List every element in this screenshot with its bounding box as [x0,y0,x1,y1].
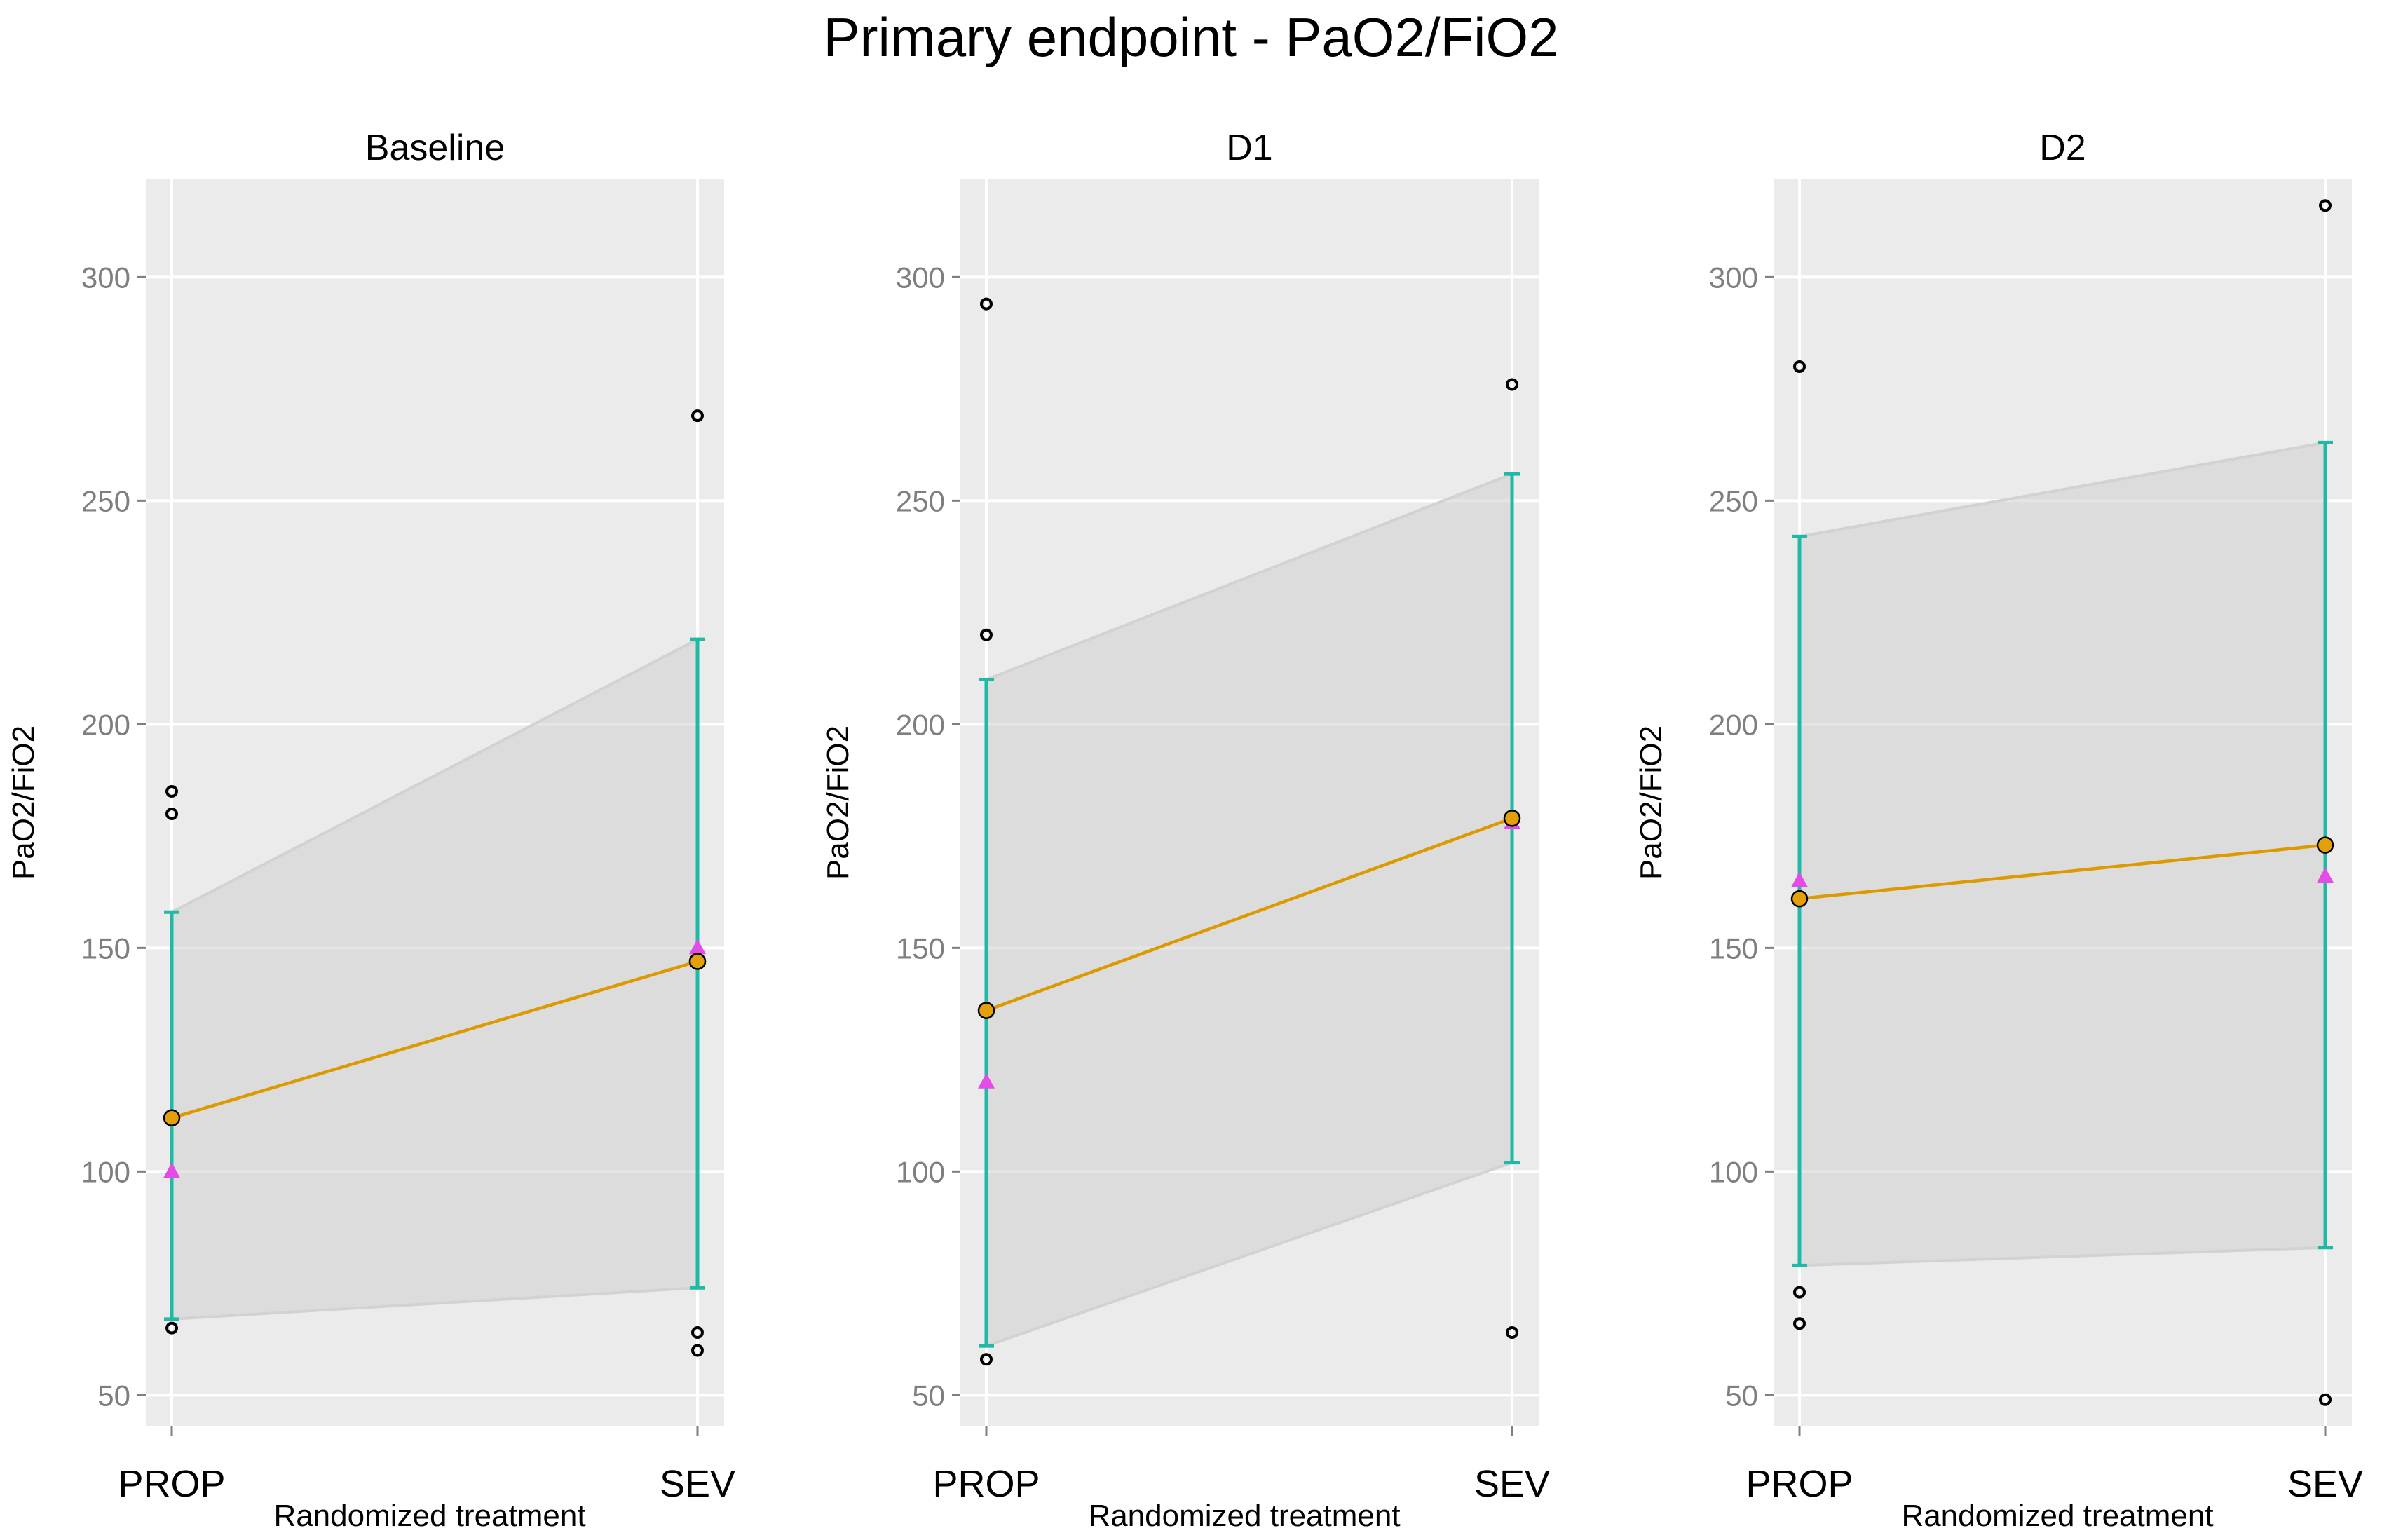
y-tick-label: 100 [896,1155,945,1188]
outlier-point [165,785,178,798]
y-tick-label: 300 [896,261,945,294]
panels-container: 50 100 150 200 250 300 Baseline PROP SEV Randomiz… [6,128,2363,1533]
panel-0: 50 100 150 200 250 300 Baseline PROP SEV Randomiz… [6,128,735,1533]
y-tick-label: 250 [896,484,945,517]
mean-point [977,1002,995,1019]
mean-line [171,960,698,1119]
x-category-label: PROP [118,1463,225,1505]
mean-point [163,1109,181,1127]
outlier-point [1793,360,1806,373]
y-tick-label: 50 [912,1379,945,1412]
median-marker [1791,871,1808,887]
x-category-label: SEV [660,1463,735,1505]
y-tick-label: 50 [97,1379,130,1412]
y-tick-label: 200 [896,708,945,741]
mean-point [2316,836,2334,854]
y-axis-label: PaO2/FiO2 [6,725,41,880]
y-tick-label: 250 [81,484,130,517]
y-tick-label: 150 [1709,932,1758,965]
y-axis-label: PaO2/FiO2 [821,725,855,880]
mean-point [688,953,707,970]
outlier-point [2319,199,2332,212]
y-axis-label: PaO2/FiO2 [1634,725,1668,880]
outlier-point [980,1353,993,1366]
x-category-label: PROP [932,1463,1040,1505]
outlier-point [691,409,704,423]
y-tick-label: 150 [896,932,945,965]
outlier-point [691,1344,704,1357]
y-tick-label: 50 [1725,1379,1758,1412]
x-category-label: PROP [1745,1463,1853,1505]
y-tick-label: 100 [1709,1155,1758,1188]
outlier-point [980,628,993,641]
y-tick-label: 300 [81,261,130,294]
y-tick-label: 200 [1709,708,1758,741]
outlier-point [165,807,178,820]
outlier-point [1506,378,1518,391]
outlier-point [1793,1286,1806,1299]
panel-1: 50 100 150 200 250 300 D1 PROP SEV Randomized tre… [821,128,1550,1533]
y-tick-label: 100 [81,1155,130,1188]
y-tick-label: 150 [81,932,130,965]
x-category-label: SEV [1474,1463,1550,1505]
outlier-point [165,1321,178,1335]
panel-title: Baseline [365,128,505,168]
outlier-point [2319,1393,2332,1406]
mean-point [1790,890,1809,908]
mean-line [1799,843,2326,901]
outlier-point [1793,1317,1806,1330]
x-axis-label: Randomized treatment [273,1499,585,1533]
median-marker [163,1162,180,1178]
x-axis-label: Randomized treatment [1088,1499,1400,1533]
outlier-point [980,297,993,311]
x-category-label: SEV [2287,1463,2363,1505]
chart-title: Primary endpoint - PaO2/FiO2 [823,6,1558,68]
y-tick-label: 250 [1709,484,1758,517]
y-tick-label: 300 [1709,261,1758,294]
median-marker [2317,867,2334,883]
panel-title: D2 [2039,128,2085,168]
x-axis-label: Randomized treatment [1901,1499,2213,1533]
y-tick-label: 200 [81,708,130,741]
mean-point [1503,810,1521,827]
panel-2: 50 100 150 200 250 300 D2 PROP SEV Randomized tre… [1634,128,2363,1533]
median-marker [689,939,706,955]
outlier-point [691,1326,704,1340]
median-marker [978,1072,995,1089]
mean-line [986,817,1513,1012]
panel-title: D1 [1226,128,1272,168]
outlier-point [1506,1326,1518,1340]
